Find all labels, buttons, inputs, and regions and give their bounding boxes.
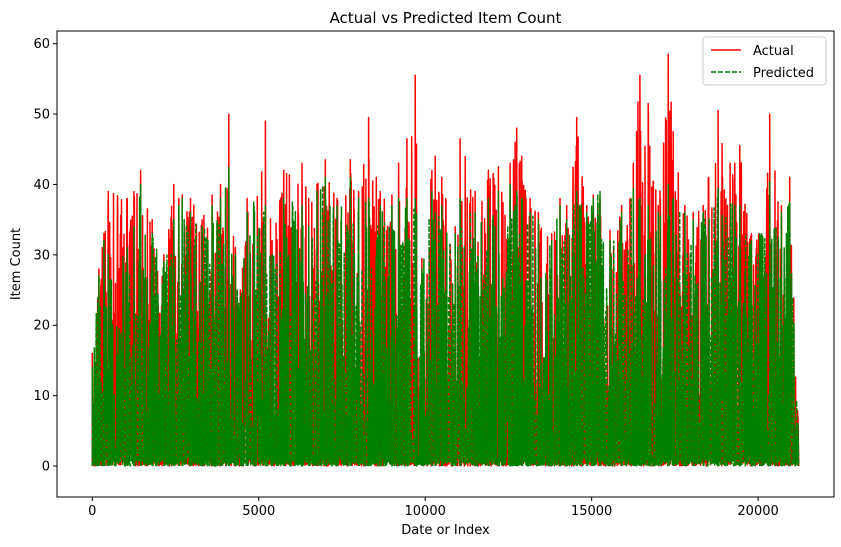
y-tick-label: 20 <box>33 319 50 334</box>
series-line-predicted <box>91 166 800 467</box>
y-axis: 0 10 20 30 40 50 60 <box>33 37 57 475</box>
y-tick-label: 30 <box>33 248 50 263</box>
y-tick-label: 40 <box>33 178 50 193</box>
legend-label-predicted: Predicted <box>753 66 814 81</box>
x-tick-label: 10000 <box>405 504 446 519</box>
series-line-actual <box>91 53 800 467</box>
y-tick-label: 50 <box>33 108 50 123</box>
x-tick-label: 15000 <box>571 504 612 519</box>
series-layer <box>91 53 800 467</box>
x-tick-label: 0 <box>88 504 96 519</box>
x-tick-label: 5000 <box>242 504 275 519</box>
y-tick-label: 0 <box>42 460 50 475</box>
legend: Actual Predicted <box>702 36 827 86</box>
y-tick-label: 60 <box>33 37 50 52</box>
plot-frame <box>56 30 835 498</box>
legend-label-actual: Actual <box>753 44 794 59</box>
x-tick-label: 20000 <box>737 504 778 519</box>
x-axis: 0 5000 10000 15000 20000 <box>88 497 779 519</box>
y-tick-label: 10 <box>33 389 50 404</box>
chart-title: Actual vs Predicted Item Count <box>330 9 562 27</box>
y-axis-title: Item Count <box>9 228 24 300</box>
legend-box <box>702 36 827 86</box>
x-axis-title: Date or Index <box>401 523 490 538</box>
